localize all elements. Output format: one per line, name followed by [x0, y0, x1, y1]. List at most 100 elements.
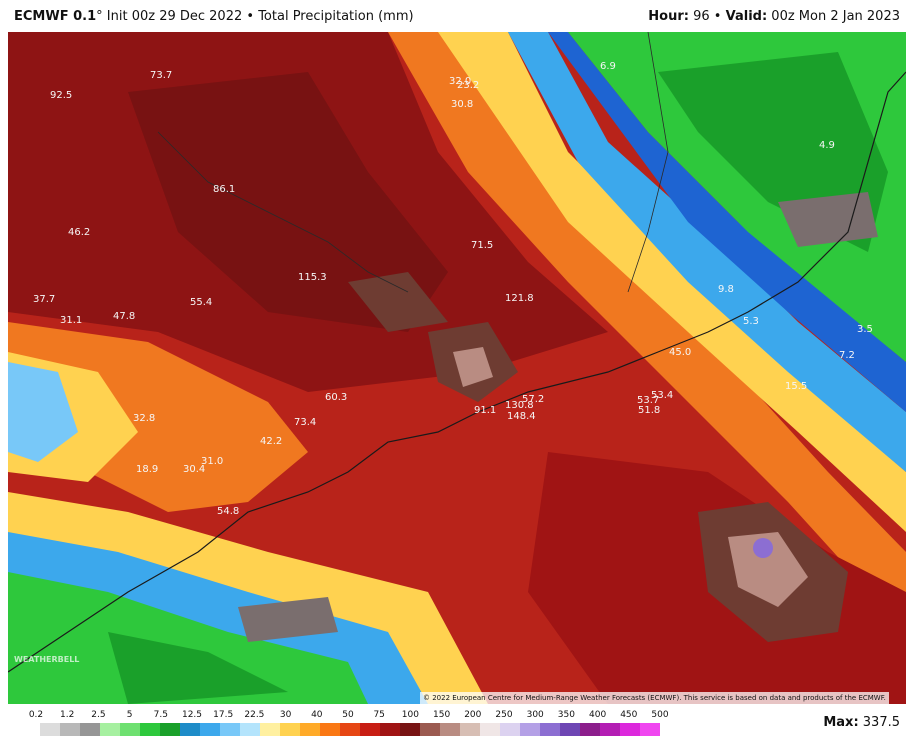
max-value: Max: 337.5 — [823, 715, 900, 730]
legend-tick-label: 1.2 — [60, 710, 75, 720]
value-label: 92.5 — [50, 90, 72, 101]
value-label: 73.7 — [150, 70, 172, 81]
header-right: Hour: 96 • Valid: 00z Mon 2 Jan 2023 — [648, 9, 900, 24]
legend-swatch — [140, 723, 160, 736]
value-labels: 92.5 73.7 32.0 23.2 30.8 6.9 4.9 86.1 46… — [33, 61, 873, 517]
south-minimal-region — [8, 572, 368, 704]
value-label: 5.3 — [743, 316, 759, 327]
state-boundary — [627, 32, 669, 293]
value-label: 3.5 — [857, 324, 873, 335]
bullet-separator: • — [713, 8, 722, 24]
legend-swatch — [380, 723, 400, 736]
value-label: 23.2 — [457, 80, 479, 91]
legend-swatch — [80, 723, 100, 736]
precip-legend: 0.2 1.2 2.5 5 7.5 12.5 17.5 22.5 30 40 50 75 100 150 2… — [20, 710, 669, 746]
value-label: 60.3 — [325, 392, 347, 403]
value-label: 57.2 — [522, 394, 544, 405]
value-label: 18.9 — [136, 464, 158, 475]
value-label: 115.3 — [298, 272, 327, 283]
legend-swatch — [440, 723, 460, 736]
legend-swatch — [540, 723, 560, 736]
light-precip-band — [438, 32, 906, 532]
legend-tick-label: 22.5 — [244, 710, 265, 720]
low-precip-band — [508, 32, 906, 472]
legend-ticks: 0.2 1.2 2.5 5 7.5 12.5 17.5 22.5 30 40 50 75 100 150 2… — [20, 710, 669, 722]
value-label: 53.7 — [637, 395, 659, 406]
legend-swatch — [640, 723, 660, 736]
legend-swatch — [160, 723, 180, 736]
value-label: 9.8 — [718, 284, 734, 295]
hour-label: Hour: — [648, 8, 689, 24]
legend-swatch — [400, 723, 420, 736]
bullet-separator: • — [246, 8, 255, 24]
sw-low-region — [8, 362, 78, 462]
coastal-extreme-core — [453, 347, 493, 387]
legend-swatch — [620, 723, 640, 736]
init-time: Init 00z 29 Dec 2022 — [106, 8, 243, 24]
legend-tick-label: 100 — [401, 710, 419, 720]
value-label: 54.8 — [217, 506, 239, 517]
legend-tick-label: 350 — [557, 710, 575, 720]
value-label: 53.4 — [651, 390, 673, 401]
max-number: 337.5 — [862, 715, 900, 730]
value-label: 7.2 — [839, 350, 855, 361]
legend-tick-label: 150 — [433, 710, 451, 720]
legend-tick-label: 30 — [279, 710, 292, 720]
value-label: 37.7 — [33, 294, 55, 305]
river-boundary — [157, 131, 409, 293]
value-label: 15.5 — [785, 381, 807, 392]
value-label: 130.8 — [505, 400, 534, 411]
legend-tick-label: 0.2 — [28, 710, 44, 720]
legend-tick-label: 400 — [589, 710, 607, 720]
degree-symbol: ° — [96, 8, 103, 24]
value-label: 73.4 — [294, 417, 316, 428]
legend-swatch — [40, 723, 60, 736]
legend-tick-label: 250 — [495, 710, 513, 720]
legend-swatch — [220, 723, 240, 736]
heavy-precip-core — [128, 72, 448, 332]
valid-label: Valid: — [725, 8, 768, 24]
value-label: 30.8 — [451, 99, 473, 110]
ne-gray-area — [778, 192, 878, 247]
legend-swatch — [100, 723, 120, 736]
legend-tick-label: 7.5 — [153, 710, 168, 720]
legend-swatch — [200, 723, 220, 736]
value-label: 86.1 — [213, 184, 235, 195]
legend-swatch — [480, 723, 500, 736]
legend-swatch — [20, 723, 40, 736]
inland-extreme-area — [348, 272, 448, 332]
legend-tick-label: 450 — [620, 710, 638, 720]
product-name: Total Precipitation (mm) — [258, 8, 414, 24]
legend-swatch — [360, 723, 380, 736]
legend-swatch — [60, 723, 80, 736]
se-max-spot — [753, 538, 773, 558]
legend-tick-label: 50 — [342, 710, 354, 720]
value-label: 121.8 — [505, 293, 534, 304]
value-label: 32.0 — [449, 76, 471, 87]
ecmwf-credit: © 2022 European Centre for Medium-Range … — [420, 692, 889, 704]
value-label: 42.2 — [260, 436, 282, 447]
weatherbell-watermark: WEATHERBELL — [14, 655, 80, 664]
coastline — [8, 71, 906, 673]
value-label: 32.8 — [133, 413, 155, 424]
legend-swatch — [560, 723, 580, 736]
value-label: 6.9 — [600, 61, 616, 72]
max-label: Max: — [823, 715, 859, 730]
legend-tick-label: 2.5 — [91, 710, 106, 720]
value-label: 148.4 — [507, 411, 536, 422]
value-label: 4.9 — [819, 140, 835, 151]
value-label: 45.0 — [669, 347, 691, 358]
south-minimal-dark — [108, 632, 288, 704]
map-svg: 92.5 73.7 32.0 23.2 30.8 6.9 4.9 86.1 46… — [8, 32, 906, 704]
s-gray-area — [238, 597, 338, 642]
legend-swatch — [300, 723, 320, 736]
legend-swatch — [120, 723, 140, 736]
map-header: ECMWF 0.1° Init 00z 29 Dec 2022 • Total … — [0, 0, 914, 32]
legend-tick-label: 300 — [526, 710, 544, 720]
legend-swatch — [600, 723, 620, 736]
legend-swatch — [500, 723, 520, 736]
legend-tick-label: 40 — [311, 710, 323, 720]
low-precip-band-dark — [548, 32, 906, 412]
model-name: ECMWF 0.1 — [14, 8, 97, 24]
legend-tick-label: 17.5 — [213, 710, 234, 720]
